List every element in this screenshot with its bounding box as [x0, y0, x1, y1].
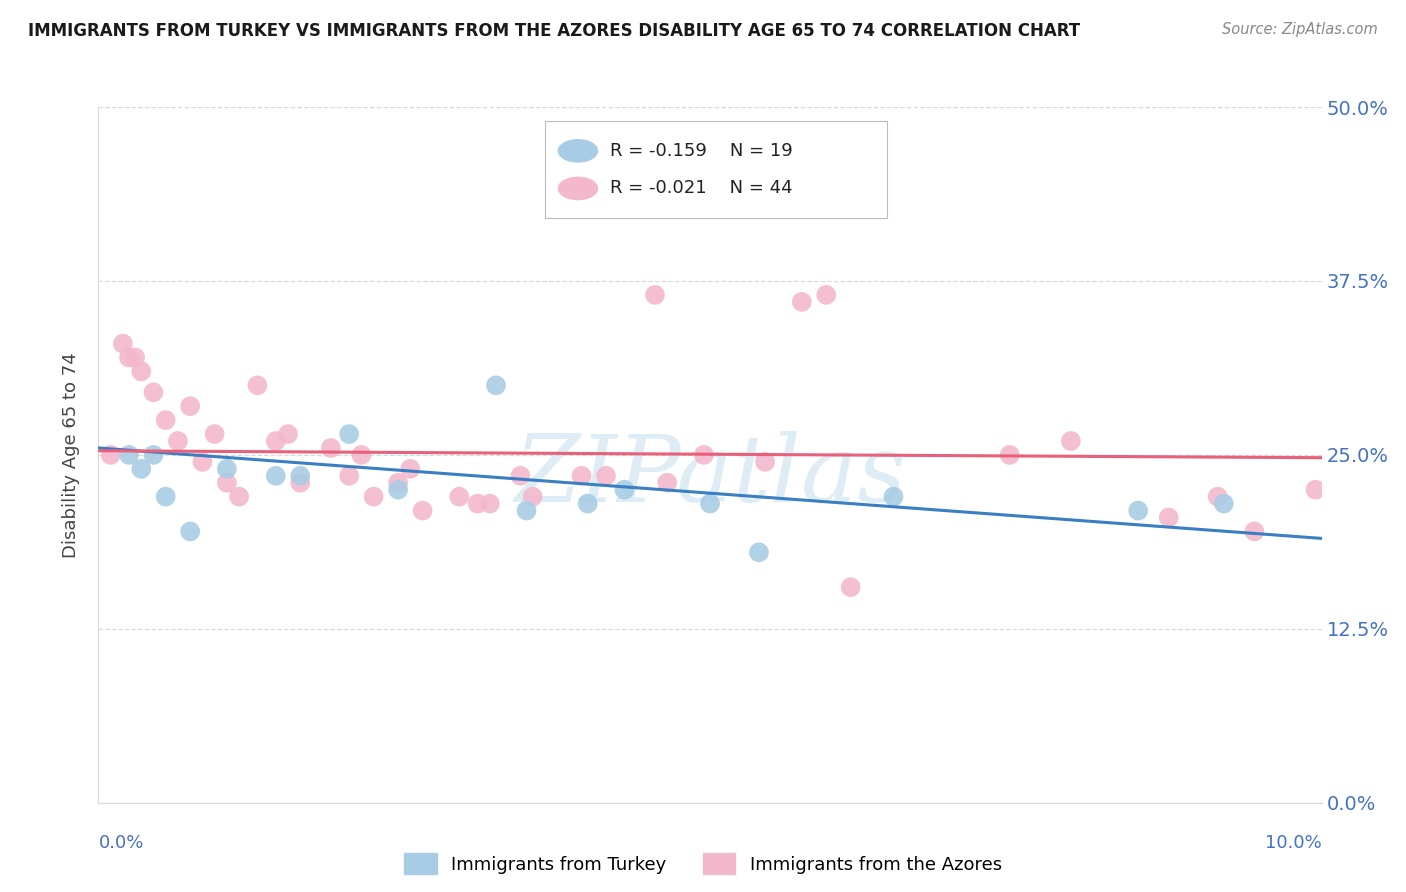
- Circle shape: [558, 140, 598, 162]
- Point: [516, 503, 538, 517]
- Text: R = -0.021    N = 44: R = -0.021 N = 44: [610, 179, 793, 197]
- Point: [129, 462, 152, 476]
- Text: Source: ZipAtlas.com: Source: ZipAtlas.com: [1222, 22, 1378, 37]
- Legend: Immigrants from Turkey, Immigrants from the Azores: Immigrants from Turkey, Immigrants from …: [405, 854, 1001, 874]
- Point: [124, 351, 146, 365]
- Point: [363, 490, 385, 504]
- Circle shape: [558, 178, 598, 200]
- Point: [399, 462, 422, 476]
- Point: [179, 399, 201, 413]
- Point: [277, 427, 299, 442]
- Text: 10.0%: 10.0%: [1265, 834, 1322, 852]
- Text: IMMIGRANTS FROM TURKEY VS IMMIGRANTS FROM THE AZORES DISABILITY AGE 65 TO 74 COR: IMMIGRANTS FROM TURKEY VS IMMIGRANTS FRO…: [28, 22, 1080, 40]
- Point: [699, 497, 721, 511]
- Point: [350, 448, 373, 462]
- Point: [644, 288, 666, 302]
- Point: [522, 490, 544, 504]
- Point: [142, 385, 165, 400]
- Point: [998, 448, 1021, 462]
- Point: [571, 468, 593, 483]
- Text: R = -0.159    N = 19: R = -0.159 N = 19: [610, 142, 793, 160]
- Point: [595, 468, 617, 483]
- Text: ZIPatlas: ZIPatlas: [515, 431, 905, 521]
- Point: [319, 441, 342, 455]
- Point: [215, 462, 238, 476]
- Point: [1060, 434, 1083, 448]
- Point: [167, 434, 190, 448]
- Text: 0.0%: 0.0%: [98, 834, 143, 852]
- Point: [509, 468, 531, 483]
- Point: [754, 455, 776, 469]
- Point: [693, 448, 716, 462]
- Point: [118, 351, 141, 365]
- Point: [118, 448, 141, 462]
- Point: [485, 378, 508, 392]
- Point: [155, 413, 177, 427]
- Point: [179, 524, 201, 539]
- Point: [1206, 490, 1229, 504]
- Point: [449, 490, 471, 504]
- Point: [129, 364, 152, 378]
- Y-axis label: Disability Age 65 to 74: Disability Age 65 to 74: [62, 352, 80, 558]
- Point: [290, 468, 312, 483]
- Point: [155, 490, 177, 504]
- Point: [1128, 503, 1150, 517]
- Point: [1243, 524, 1265, 539]
- Point: [100, 448, 122, 462]
- Point: [613, 483, 636, 497]
- FancyBboxPatch shape: [546, 121, 887, 219]
- Point: [264, 468, 287, 483]
- Point: [790, 294, 813, 309]
- Point: [142, 448, 165, 462]
- Point: [387, 483, 409, 497]
- Point: [1212, 497, 1234, 511]
- Point: [467, 497, 489, 511]
- Point: [215, 475, 238, 490]
- Point: [191, 455, 214, 469]
- Point: [204, 427, 226, 442]
- Point: [1157, 510, 1180, 524]
- Point: [748, 545, 770, 559]
- Point: [111, 336, 134, 351]
- Point: [387, 475, 409, 490]
- Point: [264, 434, 287, 448]
- Point: [1305, 483, 1327, 497]
- Point: [412, 503, 434, 517]
- Point: [290, 475, 312, 490]
- Point: [228, 490, 250, 504]
- Point: [839, 580, 862, 594]
- Point: [246, 378, 269, 392]
- Point: [815, 288, 838, 302]
- Point: [883, 490, 905, 504]
- Point: [478, 497, 501, 511]
- Point: [337, 468, 360, 483]
- Point: [576, 497, 599, 511]
- Point: [657, 475, 679, 490]
- Point: [337, 427, 360, 442]
